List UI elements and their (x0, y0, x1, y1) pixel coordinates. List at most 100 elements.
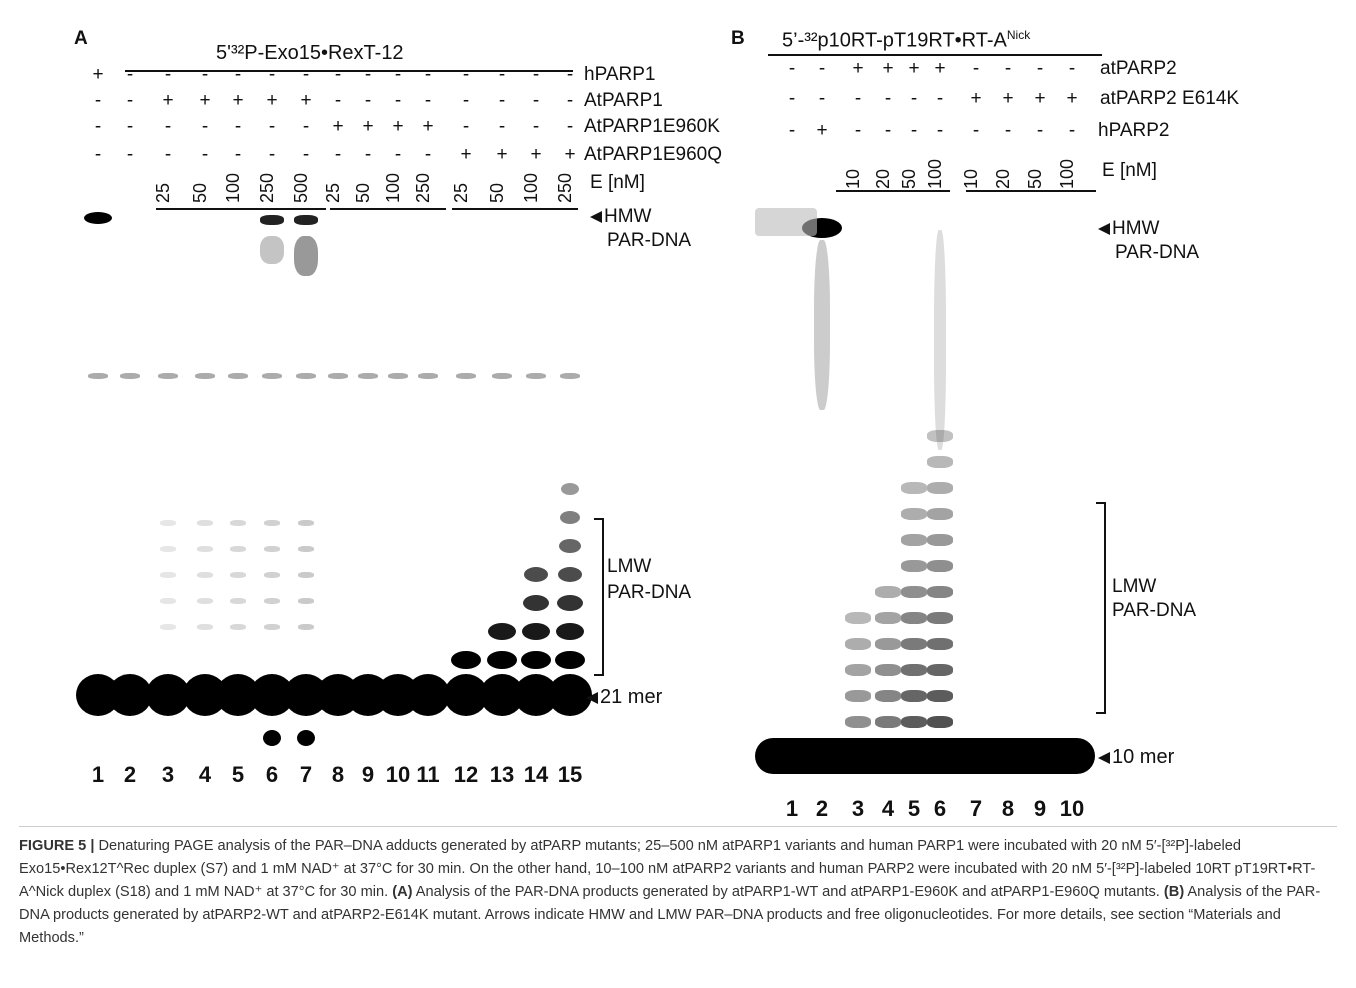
panel-b-lmw-label: LMW (1112, 576, 1157, 597)
treatment-sign: - (164, 64, 172, 85)
lane-number: 11 (416, 762, 440, 787)
band-lmw-faint (160, 546, 176, 552)
band-lmw-faint (230, 598, 246, 604)
treatment-sign: - (334, 64, 342, 85)
panel-b-group-line-2 (966, 190, 1096, 192)
band-lmw (927, 586, 953, 598)
treatment-sign: + (1002, 88, 1014, 109)
treatment-sign: - (364, 64, 372, 85)
panel-a-group-line-1 (156, 208, 326, 210)
treatment-sign: + (362, 116, 374, 137)
treatment-sign: - (498, 64, 506, 85)
treatment-sign: - (234, 64, 242, 85)
conc-value: 25 (153, 182, 173, 203)
conc-value: 250 (257, 172, 277, 203)
band-lmw-faint (197, 624, 213, 630)
band-hmw (260, 215, 284, 225)
conc-value: 10 (843, 168, 863, 189)
conc-value: 100 (925, 158, 945, 189)
lane-number: 2 (815, 796, 829, 821)
treatment-sign: + (934, 58, 946, 79)
band-lmw (523, 595, 549, 611)
lane-number: 6 (933, 796, 947, 821)
treatment-sign: - (532, 90, 540, 111)
treatment-sign: - (1036, 58, 1044, 79)
treatment-sign: + (300, 90, 312, 111)
band-middle (195, 373, 215, 379)
panel-b-hmw-label: HMW (1098, 218, 1159, 240)
treatment-sign: - (424, 144, 432, 165)
lane-number: 5 (231, 762, 245, 787)
panel-a-group-line-3 (452, 208, 578, 210)
band-middle (120, 373, 140, 379)
band-middle (456, 373, 476, 379)
treatment-row-label: AtPARP1 (584, 90, 663, 111)
band-hmw (294, 215, 318, 225)
treatment-sign: + (496, 144, 508, 165)
lane-number: 4 (198, 762, 212, 787)
band-middle (88, 373, 108, 379)
treatment-sign: - (334, 144, 342, 165)
treatment-sign: - (94, 90, 102, 111)
treatment-sign: - (532, 64, 540, 85)
band-lmw (556, 623, 584, 640)
conc-value: 500 (291, 172, 311, 203)
band-lmw (901, 586, 927, 598)
conc-value: 50 (487, 182, 507, 203)
band-hmw-smear (294, 236, 318, 276)
panel-b-letter: B (731, 28, 745, 49)
conc-value: 50 (899, 168, 919, 189)
treatment-sign: - (818, 58, 826, 79)
treatment-sign: + (970, 88, 982, 109)
band-21mer (406, 674, 450, 716)
treatment-sign: - (972, 120, 980, 141)
panel-a-lmw-bracket (594, 518, 604, 676)
band-middle (328, 373, 348, 379)
treatment-sign: - (884, 120, 892, 141)
panel-b-conc-label: E [nM] (1102, 160, 1157, 181)
treatment-sign: + (199, 90, 211, 111)
band-lmw (487, 651, 517, 669)
band-lmw (522, 623, 550, 640)
lane-number: 8 (1001, 796, 1015, 821)
band-hmw (84, 212, 112, 224)
treatment-sign: + (92, 64, 104, 85)
band-lmw-faint (298, 520, 314, 526)
treatment-sign: - (394, 64, 402, 85)
conc-value: 100 (223, 172, 243, 203)
band-lmw (875, 690, 901, 702)
band-21mer (108, 674, 152, 716)
conc-value: 50 (1025, 168, 1045, 189)
treatment-sign: + (332, 116, 344, 137)
lane-number: 7 (969, 796, 983, 821)
panel-a-hmw-label-2: PAR-DNA (607, 230, 692, 251)
band-lmw (927, 534, 953, 546)
band-lmw-faint (264, 546, 280, 552)
lane-number: 3 (851, 796, 865, 821)
band-lmw-faint (298, 572, 314, 578)
band-middle (158, 373, 178, 379)
band-lmw-faint (298, 546, 314, 552)
caption-text: FIGURE 5 | Denaturing PAGE analysis of t… (19, 838, 1321, 946)
lane-number: 4 (881, 796, 895, 821)
band-lmw (875, 612, 901, 624)
band-lmw (927, 482, 953, 494)
band-lmw (927, 638, 953, 650)
band-lmw-faint (160, 598, 176, 604)
treatment-sign: - (566, 64, 574, 85)
band-low (297, 730, 315, 746)
treatment-sign: - (498, 116, 506, 137)
treatment-sign: + (564, 144, 576, 165)
treatment-sign: + (1034, 88, 1046, 109)
treatment-sign: - (234, 116, 242, 137)
treatment-sign: + (908, 58, 920, 79)
treatment-sign: - (94, 144, 102, 165)
lane-number: 3 (161, 762, 175, 787)
treatment-sign: - (1068, 58, 1076, 79)
treatment-row-label: AtPARP1E960Q (584, 144, 723, 165)
band-10mer (755, 738, 1095, 774)
treatment-sign: - (462, 116, 470, 137)
gel-a (70, 210, 592, 760)
panel-b-hmw-label-2: PAR-DNA (1115, 242, 1200, 263)
panel-b-lmw-bracket (1096, 502, 1106, 714)
